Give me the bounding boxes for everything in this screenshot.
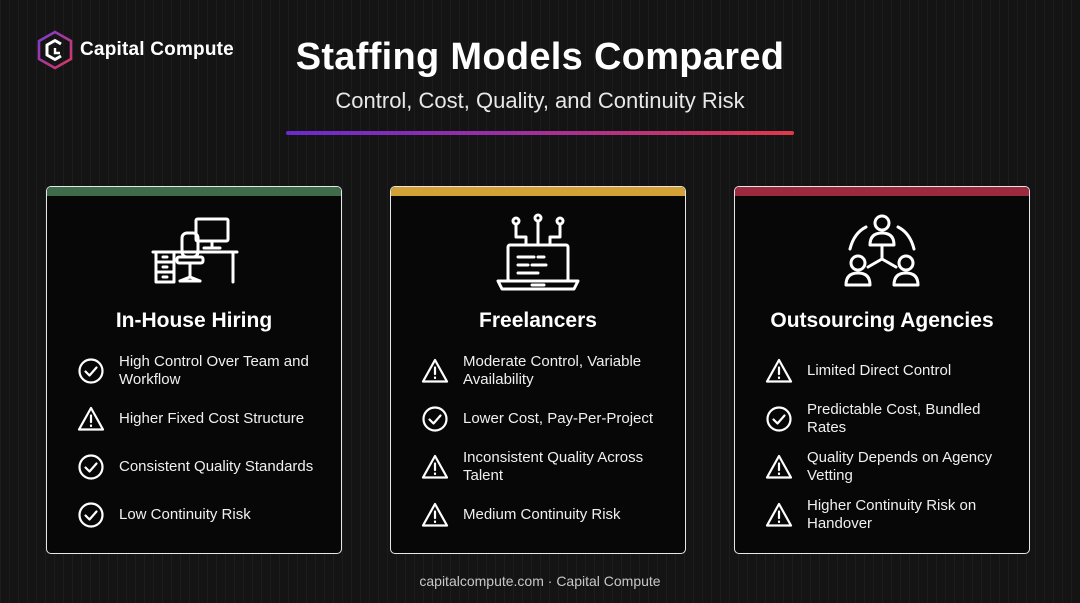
card-title: In-House Hiring [115,309,273,332]
card-outsourcing-agencies: Outsourcing Agencies Limited Direct Cont… [734,186,1030,554]
brand-name: Capital Compute [80,39,234,60]
list-item: High Control Over Team and Workflow [77,347,327,395]
item-text: Higher Fixed Cost Structure [119,410,305,427]
item-text: Medium Continuity Risk [463,506,621,523]
card-title: Outsourcing Agencies [770,309,994,332]
brand-logo: Capital Compute [36,30,234,70]
item-text: Limited Direct Control [807,362,952,379]
warning-triangle-icon [77,406,105,431]
warning-triangle-icon [765,358,793,383]
item-text: Predictable Cost, Bundled Rates [807,401,981,436]
item-text: Higher Continuity Risk on Handover [807,497,977,532]
item-text: Lower Cost, Pay-Per-Project [463,410,654,427]
title-divider [286,131,794,135]
list-item: Consistent Quality Standards [77,443,327,491]
list-item: Medium Continuity Risk [421,491,671,539]
list-item: Moderate Control, Variable Availability [421,347,671,395]
item-text: High Control Over Team and Workflow [119,353,309,388]
check-circle-icon [78,358,104,384]
warning-triangle-icon [421,358,449,383]
item-text: Inconsistent Quality Across Talent [463,449,644,484]
team-network-icon [844,214,920,287]
laptop-network-icon [496,213,580,291]
item-text: Quality Depends on Agency Vetting [807,449,993,484]
list-item: Low Continuity Risk [77,491,327,539]
item-text: Moderate Control, Variable Availability [463,353,642,388]
office-desk-icon [151,217,239,284]
item-text: Low Continuity Risk [119,506,251,523]
card-accent-bar [735,187,1029,196]
warning-triangle-icon [421,502,449,527]
page-title: Staffing Models Compared [295,36,785,78]
page-subtitle: Control, Cost, Quality, and Continuity R… [335,88,745,113]
card-freelancers: Freelancers Moderate Control, Variable A… [390,186,686,554]
list-item: Quality Depends on Agency Vetting [765,443,1015,491]
warning-triangle-icon [765,454,793,479]
card-title: Freelancers [479,309,597,332]
card-accent-bar [391,187,685,196]
list-item: Higher Fixed Cost Structure [77,395,327,443]
check-circle-icon [78,502,104,528]
hexagon-c-logo-icon [37,30,73,70]
check-circle-icon [78,454,104,480]
list-item: Predictable Cost, Bundled Rates [765,395,1015,443]
list-item: Higher Continuity Risk on Handover [765,491,1015,539]
check-circle-icon [422,406,448,432]
warning-triangle-icon [765,502,793,527]
item-text: Consistent Quality Standards [119,458,314,475]
list-item: Inconsistent Quality Across Talent [421,443,671,491]
footer-text: capitalcompute.com · Capital Compute [419,573,661,589]
list-item: Limited Direct Control [765,347,1015,395]
list-item: Lower Cost, Pay-Per-Project [421,395,671,443]
card-in-house-hiring: In-House Hiring High Control Over Team a… [46,186,342,554]
check-circle-icon [766,406,792,432]
warning-triangle-icon [421,454,449,479]
card-accent-bar [47,187,341,196]
